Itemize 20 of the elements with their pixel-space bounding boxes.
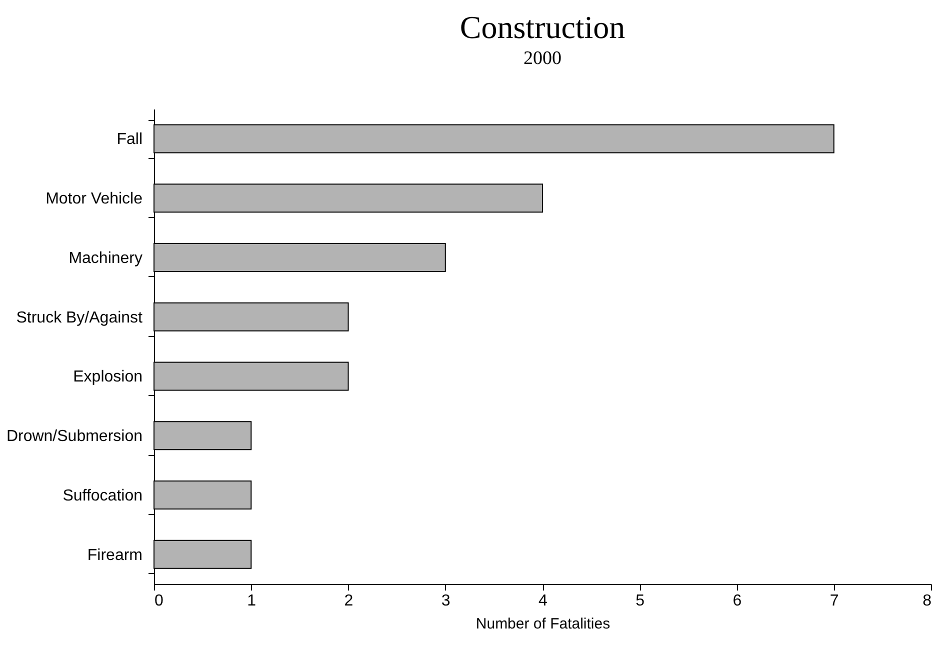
y-tick-label: Motor Vehicle [46, 190, 143, 208]
y-tick-label: Machinery [68, 250, 142, 267]
y-tick-label: Suffocation [62, 487, 142, 504]
y-tick-label: Drown/Submersion [6, 428, 142, 446]
chart-subtitle: 2000 [524, 48, 562, 69]
x-tick-label: 5 [636, 592, 645, 610]
x-tick-label: 3 [441, 592, 450, 610]
y-tick-label: Firearm [87, 546, 142, 564]
x-tick-label: 8 [922, 592, 932, 610]
x-tick-label: 2 [344, 592, 354, 610]
y-tick-label: Explosion [73, 368, 142, 386]
x-tick-label: 7 [830, 592, 839, 610]
y-tick-label: Fall [116, 131, 142, 148]
x-tick-label: 0 [154, 592, 164, 610]
x-tick-label: 6 [732, 592, 742, 610]
chart-title: Construction [460, 9, 626, 45]
x-axis-title: Number of Fatalities [476, 616, 610, 632]
x-tick-label: 4 [538, 592, 548, 610]
y-tick-label: Struck By/Against [16, 309, 144, 326]
x-tick-label: 1 [247, 592, 256, 610]
